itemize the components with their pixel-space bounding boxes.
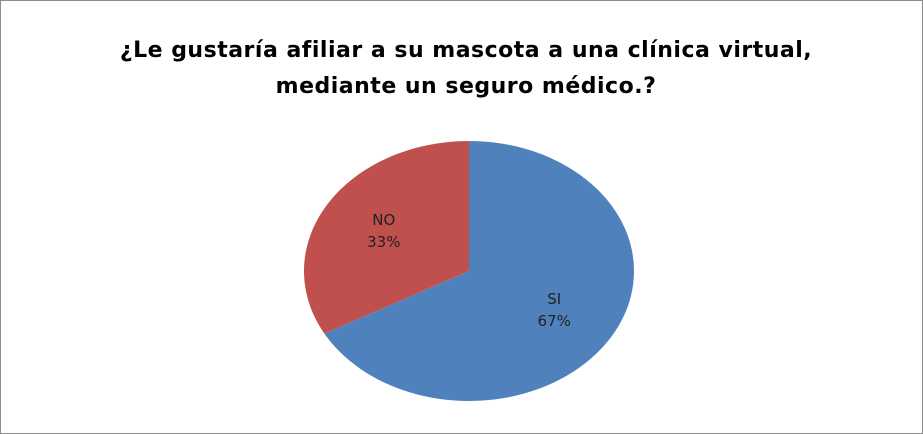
slice-category-label: NO [372,211,395,229]
chart-title: ¿Le gustaría afiliar a su mascota a una … [119,38,813,99]
pie-slice [304,141,469,334]
pie-slice [324,141,634,401]
slice-value-label: 67% [538,312,571,330]
slice-category-label: SI [547,290,561,308]
slice-value-label: 33% [367,233,400,251]
